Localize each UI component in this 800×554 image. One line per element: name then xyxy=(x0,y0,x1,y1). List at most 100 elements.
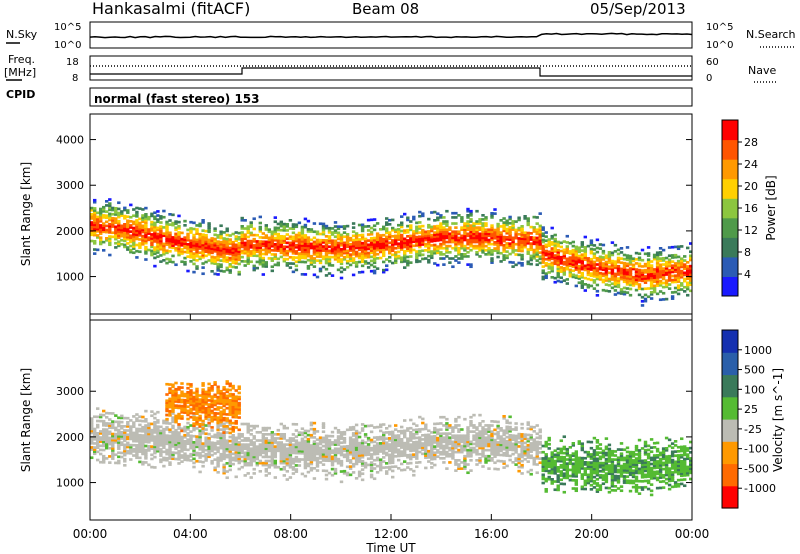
echo-cell xyxy=(228,411,232,414)
echo-cell xyxy=(90,231,94,235)
echo-cell xyxy=(123,229,127,232)
echo-cell xyxy=(397,242,401,246)
echo-cell xyxy=(357,454,362,457)
echo-cell xyxy=(351,230,356,234)
echo-cell xyxy=(375,240,380,244)
echo-cell xyxy=(141,442,145,446)
echo-cell xyxy=(649,264,654,267)
echo-cell xyxy=(129,447,133,451)
echo-cell xyxy=(363,241,368,245)
echo-cell xyxy=(324,255,329,259)
echo-cell xyxy=(394,450,398,454)
echo-cell xyxy=(234,266,238,269)
echo-cell xyxy=(198,422,202,426)
echo-cell xyxy=(282,467,287,471)
echo-cell xyxy=(631,259,636,263)
echo-cell xyxy=(333,235,338,239)
echo-cell xyxy=(369,475,374,479)
echo-cell xyxy=(165,448,169,452)
echo-cell xyxy=(165,440,169,444)
echo-cell xyxy=(297,256,302,260)
echo-cell xyxy=(460,226,464,229)
echo-cell xyxy=(511,226,515,229)
echo-cell xyxy=(607,277,612,281)
echo-cell xyxy=(655,280,660,283)
echo-cell xyxy=(499,241,503,245)
echo-cell xyxy=(475,253,479,256)
echo-cell xyxy=(327,259,332,263)
echo-cell xyxy=(427,441,431,445)
echo-cell xyxy=(541,269,545,273)
echo-cell xyxy=(276,257,281,261)
echo-cell xyxy=(415,237,419,241)
echo-cell xyxy=(478,220,482,223)
echo-cell xyxy=(686,273,690,276)
echo-cell xyxy=(351,257,356,260)
echo-cell xyxy=(354,444,359,447)
echo-cell xyxy=(472,228,476,232)
echo-cell xyxy=(382,460,386,463)
echo-cell xyxy=(616,265,621,268)
echo-cell xyxy=(559,245,564,249)
echo-cell xyxy=(637,293,642,297)
echo-cell xyxy=(264,461,269,465)
echo-cell xyxy=(162,458,166,462)
echo-cell xyxy=(388,235,392,239)
echo-cell xyxy=(454,240,458,244)
y-tick-label: 3000 xyxy=(56,179,84,192)
echo-cell xyxy=(436,249,440,253)
echo-cell xyxy=(222,431,226,434)
echo-cell xyxy=(207,238,211,242)
echo-cell xyxy=(460,216,464,219)
echo-cell xyxy=(499,237,503,241)
echo-cell xyxy=(439,230,443,234)
echo-cell xyxy=(424,456,428,459)
echo-cell xyxy=(342,245,347,249)
echo-cell xyxy=(601,288,606,292)
echo-cell xyxy=(345,451,350,454)
echo-cell xyxy=(228,421,232,425)
echo-cell xyxy=(303,246,308,250)
echo-cell xyxy=(655,276,660,279)
echo-cell xyxy=(324,459,329,462)
echo-cell xyxy=(418,450,422,454)
echo-cell xyxy=(225,246,229,249)
echo-cell xyxy=(643,287,648,291)
echo-cell xyxy=(348,238,353,242)
echo-cell xyxy=(159,425,163,429)
echo-cell xyxy=(264,224,269,227)
echo-cell xyxy=(342,430,347,434)
echo-cell xyxy=(363,260,368,263)
echo-cell xyxy=(141,214,145,217)
echo-cell xyxy=(267,433,272,436)
echo-cell xyxy=(111,212,115,216)
echo-cell xyxy=(192,451,196,454)
echo-cell xyxy=(141,415,145,419)
echo-cell xyxy=(96,440,100,443)
echo-cell xyxy=(580,241,585,244)
echo-cell xyxy=(156,433,160,437)
echo-cell xyxy=(484,238,488,242)
echo-cell xyxy=(273,453,278,457)
echo-cell xyxy=(348,444,353,448)
echo-cell xyxy=(135,256,139,259)
echo-cell xyxy=(689,264,693,268)
echo-cell xyxy=(496,231,500,234)
echo-cell xyxy=(442,234,446,238)
echo-cell xyxy=(613,280,618,284)
echo-cell xyxy=(249,254,253,257)
echo-cell xyxy=(147,449,151,452)
echo-cell xyxy=(288,235,293,239)
echo-cell xyxy=(493,232,497,236)
echo-cell xyxy=(439,226,443,230)
echo-cell xyxy=(201,219,205,222)
echo-cell xyxy=(375,442,380,445)
echo-cell xyxy=(105,216,109,220)
echo-cell xyxy=(207,246,211,250)
echo-cell xyxy=(207,421,211,425)
echo-cell xyxy=(418,243,422,247)
echo-cell xyxy=(261,256,266,260)
echo-cell xyxy=(222,270,226,273)
echo-cell xyxy=(99,238,103,242)
echo-cell xyxy=(264,455,269,459)
